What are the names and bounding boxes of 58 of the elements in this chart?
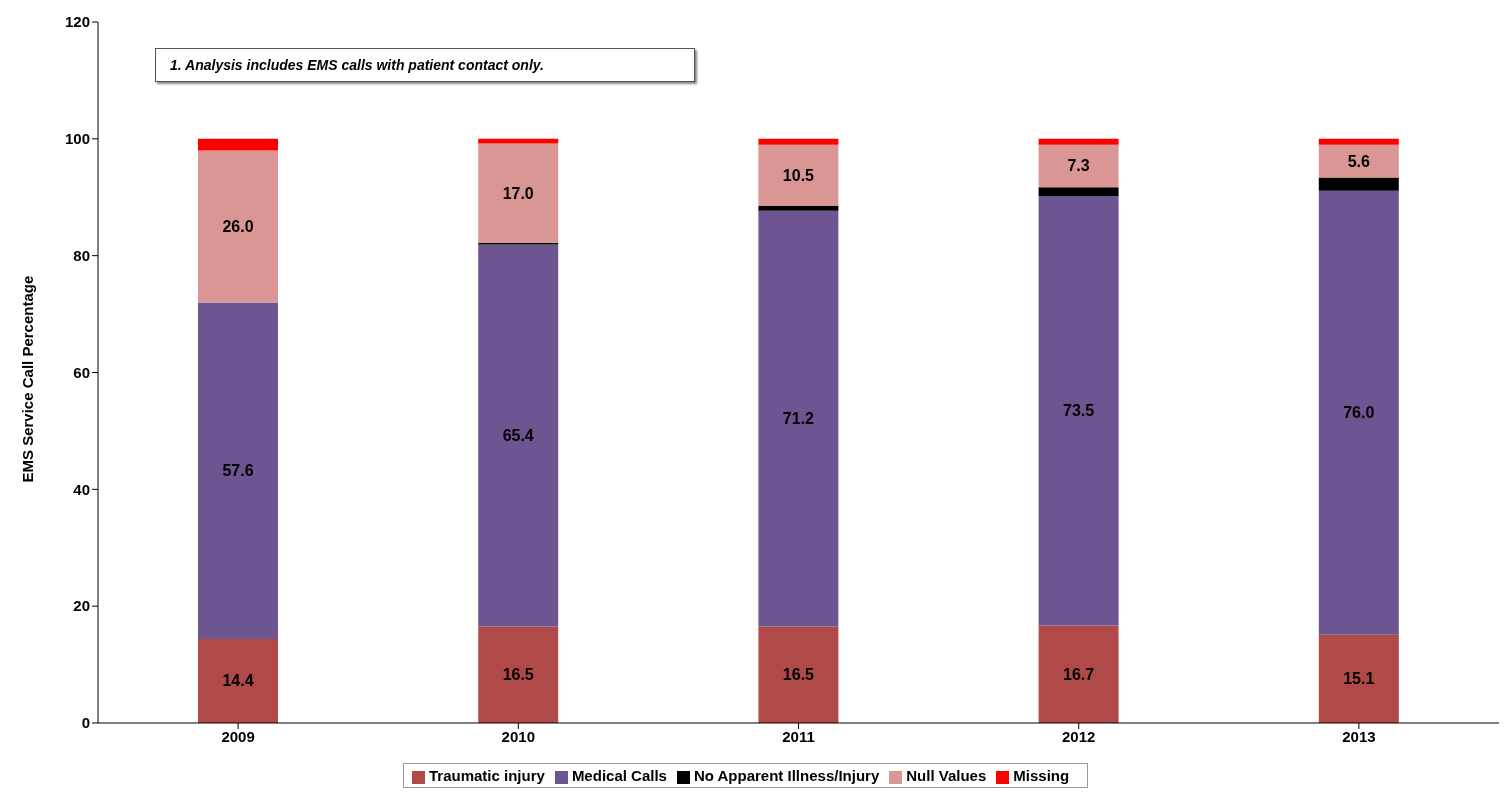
bar: [758, 138, 839, 145]
bar: [1038, 196, 1119, 626]
bar: [1318, 634, 1399, 723]
bar: [198, 302, 278, 639]
y-tick-label: 60: [73, 363, 90, 381]
bar: [758, 206, 839, 211]
bar: [478, 143, 559, 243]
bar: [1038, 138, 1119, 145]
data-label: 16.5: [502, 666, 534, 684]
data-label: 17.0: [502, 184, 534, 202]
bar: [1318, 190, 1399, 635]
y-axis-title: EMS Service Call Percentage: [19, 275, 37, 483]
note-box: 1. Analysis includes EMS calls with patient contact only.: [155, 48, 695, 82]
legend-label: No Apparent Illness/Injury: [693, 767, 880, 784]
bar: [1318, 177, 1399, 191]
data-label: 26.0: [222, 217, 254, 235]
x-tick-label: 2011: [782, 727, 815, 745]
annotation: 1. Analysis includes EMS calls with patient contact only.: [170, 57, 544, 73]
data-label: 57.6: [222, 462, 254, 480]
data-label: 16.7: [1063, 665, 1095, 683]
bar: [198, 150, 278, 303]
x-tick-label: 2009: [221, 727, 255, 745]
legend-label: Missing: [1013, 767, 1070, 784]
y-tick-label: 120: [64, 13, 90, 31]
bar: [1038, 625, 1119, 723]
bar: [478, 626, 559, 723]
bar: [1318, 144, 1399, 178]
y-tick-label: 40: [73, 480, 90, 498]
bar: [1318, 138, 1399, 145]
legend-label: Null Values: [906, 767, 987, 784]
data-label: 7.3: [1067, 157, 1090, 175]
data-label: 73.5: [1063, 402, 1095, 420]
x-tick-label: 2013: [1342, 727, 1376, 745]
data-label: 5.6: [1347, 152, 1371, 170]
data-label: 65.4: [502, 427, 534, 445]
x-tick-label: 2012: [1062, 727, 1096, 745]
data-label: 14.4: [222, 672, 254, 690]
y-tick-label: 20: [73, 597, 90, 615]
y-tick-label: 100: [64, 130, 90, 148]
y-tick-label: 0: [81, 714, 90, 732]
bar: [478, 138, 559, 144]
y-tick-label: 80: [73, 246, 90, 264]
legend-label: Medical Calls: [571, 767, 667, 784]
bar: [758, 144, 839, 207]
legend-label: Traumatic injury: [429, 767, 545, 784]
bar: [1038, 187, 1119, 197]
bar: [478, 244, 559, 627]
bar: [1038, 144, 1119, 188]
data-label: 76.0: [1343, 404, 1375, 422]
x-tick-label: 2010: [501, 727, 535, 745]
data-label: 71.2: [782, 410, 815, 428]
bar: [198, 138, 278, 151]
data-label: 15.1: [1343, 670, 1375, 688]
data-label: 10.5: [782, 166, 815, 184]
bar: [198, 638, 278, 723]
bar: [758, 210, 839, 627]
bar: [758, 626, 839, 723]
data-label: 16.5: [782, 666, 815, 684]
